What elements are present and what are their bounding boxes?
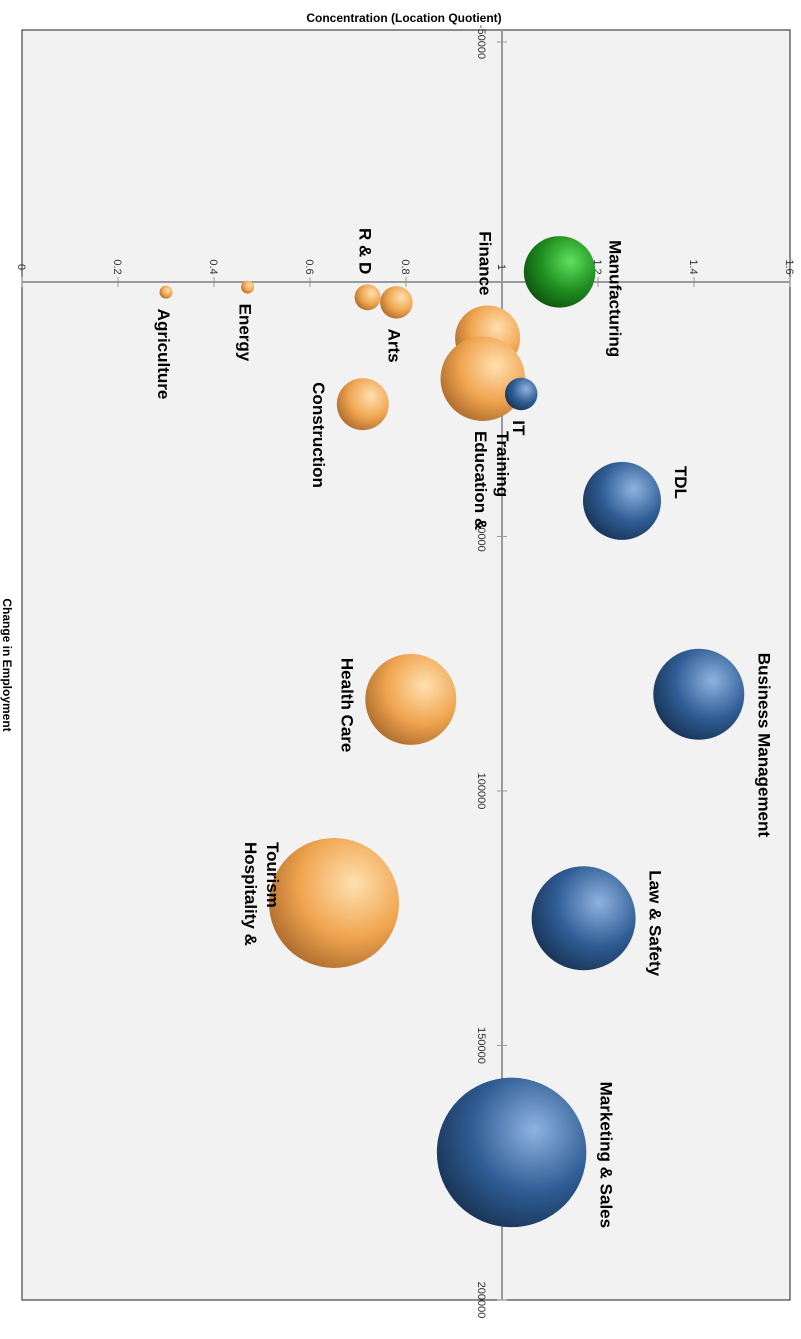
bubbles-layer xyxy=(159,236,745,1228)
concentration-tick-label: 1 xyxy=(495,264,507,270)
bubble-r-d xyxy=(354,284,381,311)
employment-tick-label: -50000 xyxy=(475,25,487,59)
concentration-tick-label: 0.2 xyxy=(111,259,123,274)
concentration-tick-label: 1.4 xyxy=(687,259,699,274)
bubble-arts xyxy=(380,286,413,319)
label-marketing-sales: Marketing & Sales xyxy=(596,1082,615,1228)
label-agriculture: Agriculture xyxy=(154,309,173,400)
label-arts: Arts xyxy=(384,329,403,363)
concentration-tick-label: 0.4 xyxy=(207,259,219,274)
label-it: IT xyxy=(509,420,528,436)
bubble-hospitality-tourism xyxy=(269,837,399,968)
label-tdl: TDL xyxy=(671,466,690,499)
bubble-construction xyxy=(336,378,389,431)
bubble-agriculture xyxy=(159,285,173,299)
bubble-tdl xyxy=(583,461,661,540)
x-axis-title: Change in Employment xyxy=(0,598,14,731)
bubble-it xyxy=(504,377,538,411)
bubble-energy xyxy=(241,280,255,294)
bubble-marketing-sales xyxy=(436,1077,587,1228)
label-health-care: Health Care xyxy=(337,658,356,752)
bubble-labels-layer: Manufacturing Agriculture Energy R & D Arts F… xyxy=(154,228,773,1228)
label-law-safety: Law & Safety xyxy=(646,870,665,976)
concentration-tick-label: 1.6 xyxy=(783,259,795,274)
bubble-education-training xyxy=(440,336,526,421)
label-energy: Energy xyxy=(236,304,255,362)
label-business-management: Business Management xyxy=(754,653,773,838)
bubble-business-management xyxy=(653,648,745,740)
employment-tick-label: 100000 xyxy=(475,773,487,810)
label-r-d: R & D xyxy=(356,228,375,274)
label-construction: Construction xyxy=(309,382,328,488)
employment-tick-label: 200000 xyxy=(475,1282,487,1319)
bubble-law-safety xyxy=(531,866,636,971)
concentration-tick-label: 0.6 xyxy=(303,259,315,274)
bubble-manufacturing xyxy=(523,236,596,308)
label-manufacturing: Manufacturing xyxy=(605,240,624,357)
concentration-tick-label: 0.8 xyxy=(399,259,411,274)
label-hospitality-tourism: Hospitality & Tourism xyxy=(241,842,282,946)
bubble-health-care xyxy=(365,653,457,745)
concentration-tick-label: 0 xyxy=(15,264,27,270)
label-finance: Finance xyxy=(476,231,495,295)
label-education-training: Education & Training xyxy=(471,431,512,530)
employment-axis-ticks: -50000 50000 100000 150000 200000 xyxy=(475,25,507,1318)
y-axis-title: Concentration (Location Quotient) xyxy=(306,11,501,25)
employment-tick-label: 150000 xyxy=(475,1027,487,1064)
employment-tick-label: 50000 xyxy=(475,521,487,552)
